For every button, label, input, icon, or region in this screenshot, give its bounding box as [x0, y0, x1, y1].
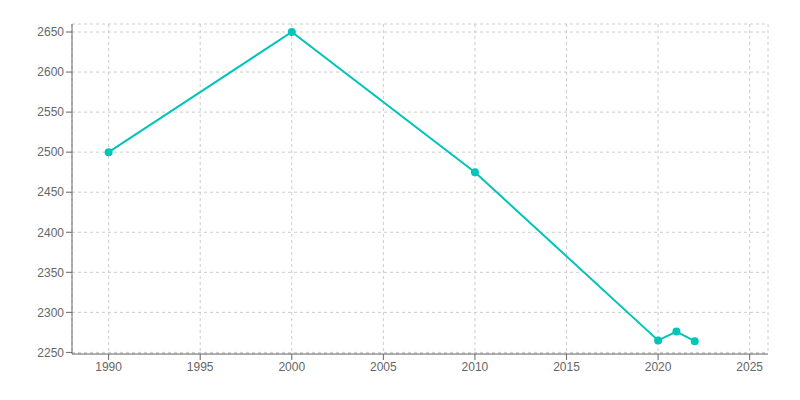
- svg-text:2020: 2020: [645, 360, 672, 374]
- svg-text:2650: 2650: [37, 25, 64, 39]
- svg-text:2025: 2025: [736, 360, 763, 374]
- svg-text:1995: 1995: [187, 360, 214, 374]
- svg-text:2500: 2500: [37, 145, 64, 159]
- svg-text:2010: 2010: [462, 360, 489, 374]
- svg-text:2450: 2450: [37, 185, 64, 199]
- svg-text:2015: 2015: [553, 360, 580, 374]
- svg-text:2600: 2600: [37, 65, 64, 79]
- svg-text:2000: 2000: [278, 360, 305, 374]
- svg-text:2300: 2300: [37, 306, 64, 320]
- svg-text:2350: 2350: [37, 266, 64, 280]
- svg-text:2005: 2005: [370, 360, 397, 374]
- svg-text:2400: 2400: [37, 226, 64, 240]
- svg-text:2550: 2550: [37, 105, 64, 119]
- svg-text:1990: 1990: [95, 360, 122, 374]
- svg-text:2250: 2250: [37, 346, 64, 360]
